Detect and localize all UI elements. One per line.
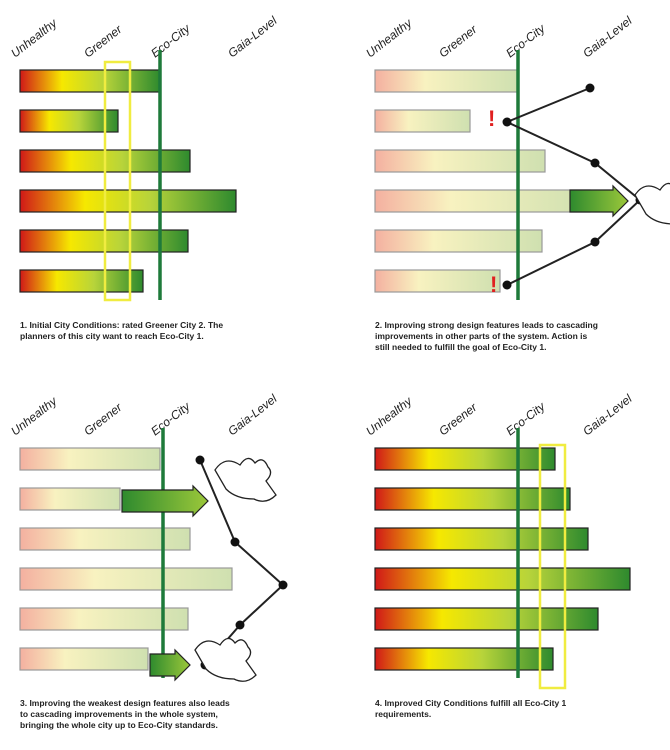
highlight-box xyxy=(538,443,567,690)
caption-line: still needed to fulfill the goal of Eco-… xyxy=(375,342,546,352)
level-label: Eco-City xyxy=(148,21,193,61)
bar xyxy=(374,567,631,591)
hand-icon xyxy=(214,457,277,502)
cascade-node xyxy=(195,455,205,465)
bar xyxy=(374,269,501,293)
bar xyxy=(374,229,543,253)
caption-line: 2. Improving strong design features lead… xyxy=(375,320,598,330)
bar xyxy=(19,607,189,631)
hand-icon xyxy=(194,637,257,682)
cascade-node xyxy=(585,83,595,93)
bar xyxy=(374,647,554,671)
bar xyxy=(374,487,571,511)
caption-line: bringing the whole city up to Eco-City s… xyxy=(20,720,218,730)
bar xyxy=(19,269,144,293)
level-label: Gaia-Level xyxy=(580,391,635,438)
hand-icon xyxy=(634,182,670,225)
improvement-arrow xyxy=(121,484,209,518)
bar xyxy=(19,69,161,93)
bar xyxy=(374,149,546,173)
level-label: Eco-City xyxy=(503,399,548,439)
bar xyxy=(19,189,237,213)
level-label: Unhealthy xyxy=(8,393,60,438)
improvement-arrow xyxy=(569,184,629,218)
cascade-node xyxy=(502,117,512,127)
cascade-node xyxy=(230,537,240,547)
cascade-line xyxy=(504,87,642,286)
caption-line: to cascading improvements in the whole s… xyxy=(20,709,218,719)
level-label: Unhealthy xyxy=(363,393,415,438)
caption-line: 1. Initial City Conditions: rated Greene… xyxy=(20,320,223,330)
alert-mark: ! xyxy=(490,272,497,297)
bar xyxy=(19,487,121,511)
level-label: Greener xyxy=(436,400,480,439)
caption-line: improvements in other parts of the syste… xyxy=(375,331,588,341)
level-label: Greener xyxy=(81,22,125,61)
level-label: Greener xyxy=(81,400,125,439)
level-label: Unhealthy xyxy=(8,15,60,60)
bar xyxy=(19,527,191,551)
level-label: Eco-City xyxy=(503,21,548,61)
cascade-node xyxy=(278,580,288,590)
level-label: Gaia-Level xyxy=(225,13,280,60)
bar xyxy=(19,447,161,471)
bar xyxy=(374,607,599,631)
alert-mark: ! xyxy=(488,106,495,131)
bar xyxy=(374,69,519,93)
level-label: Gaia-Level xyxy=(225,391,280,438)
caption-line: requirements. xyxy=(375,709,431,719)
cascade-node xyxy=(590,237,600,247)
cascade-node xyxy=(235,620,245,630)
level-label: Gaia-Level xyxy=(580,13,635,60)
level-label: Greener xyxy=(436,22,480,61)
bar xyxy=(19,567,233,591)
caption-line: 3. Improving the weakest design features… xyxy=(20,698,230,708)
caption-line: 4. Improved City Conditions fulfill all … xyxy=(375,698,567,708)
bar xyxy=(374,109,471,133)
level-label: Eco-City xyxy=(148,399,193,439)
bar xyxy=(374,189,591,213)
bar xyxy=(19,109,119,133)
cascade-node xyxy=(502,280,512,290)
bar xyxy=(374,447,556,471)
improvement-arrow xyxy=(149,648,191,682)
bar xyxy=(374,527,589,551)
highlight-box xyxy=(103,60,132,302)
bar xyxy=(19,647,149,671)
caption-line: planners of this city want to reach Eco-… xyxy=(20,331,204,341)
cascade-node xyxy=(590,158,600,168)
level-label: Unhealthy xyxy=(363,15,415,60)
